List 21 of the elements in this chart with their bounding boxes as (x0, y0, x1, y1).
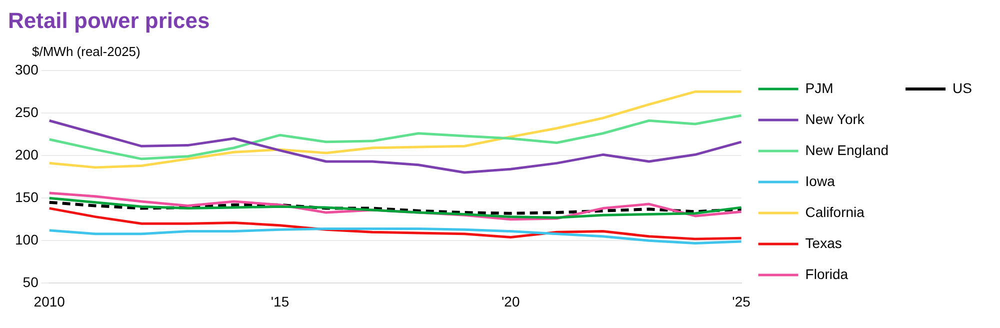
line-series (48, 200, 743, 215)
x-tick-label: '25 (732, 293, 751, 310)
y-tick-label: 150 (15, 188, 39, 205)
x-tick-label: '20 (502, 293, 520, 310)
y-tick-label: 50 (22, 274, 39, 290)
y-tick-label: 200 (15, 146, 39, 162)
legend-label: Texas (805, 234, 842, 251)
x-tick-label: 2010 (34, 293, 66, 310)
legend-label: New England (805, 142, 889, 158)
x-tick-label: '15 (270, 293, 290, 310)
y-tick-label: 250 (15, 104, 39, 120)
legend-label: Florida (805, 266, 848, 282)
legend-label: PJM (805, 80, 834, 96)
y-tick-label: 300 (15, 61, 39, 78)
chart-title: Retail power prices (8, 8, 211, 34)
legend-label: US (952, 80, 972, 96)
legend-label: California (805, 204, 865, 220)
y-tick-label: 100 (15, 232, 39, 248)
legend-label: Iowa (805, 172, 836, 189)
y-axis-title: $/MWh (real-2025) (32, 44, 142, 59)
legend-label: New York (805, 110, 866, 127)
